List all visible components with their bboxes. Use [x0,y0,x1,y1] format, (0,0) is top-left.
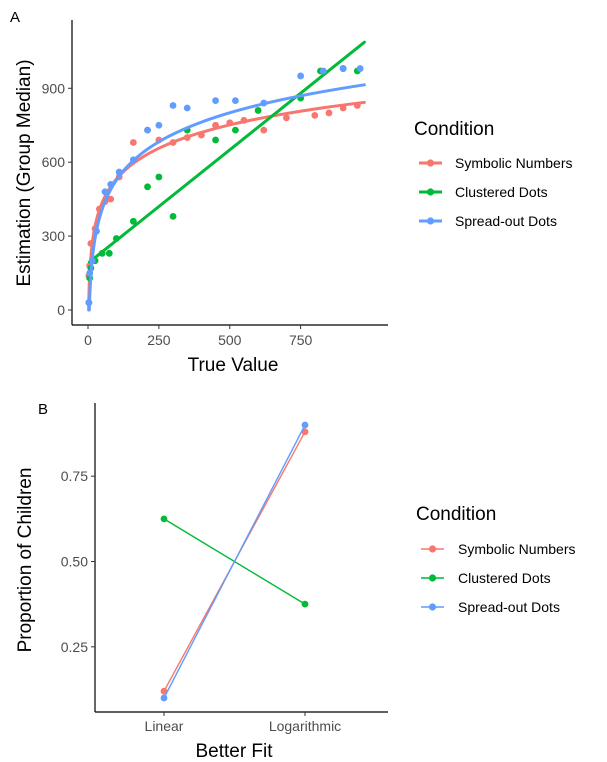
panel-b-y-tick-label: 0.25 [61,639,88,655]
panel-a-y-title: Estimation (Group Median) [14,59,35,286]
panel-b-point-clustered-dots [301,600,309,608]
panel-a-point-spread-out-dots [169,102,177,109]
panel-b-legend-swatch-dot-spread-out-dots [428,603,437,611]
panel-b-letter: B [38,401,48,418]
panel-a-point-clustered-dots [212,136,219,144]
panel-b-point-symbolic-numbers [160,687,168,695]
panel-a-x-tick-label: 250 [147,332,171,348]
panel-b-y-title: Proportion of Children [15,468,36,653]
panel-b-x-title: Better Fit [195,741,273,762]
panel-a-point-spread-out-dots [155,121,163,129]
panel-a-legend: Condition Symbolic Numbers Clustered Dots… [414,119,572,229]
panel-a-legend-label-spread-out-dots: Spread-out Dots [455,213,557,229]
panel-a-point-spread-out-dots [356,65,364,72]
panel-a-letter: A [10,9,20,26]
panel-b-legend-swatch-dot-symbolic-numbers [428,545,437,553]
panel-a-point-symbolic-numbers [260,126,268,134]
panel-b-legend-label-spread-out-dots: Spread-out Dots [458,599,560,615]
panel-a-point-symbolic-numbers [129,139,137,146]
panel-b-point-spread-out-dots [301,421,309,429]
panel-a-fit-line-clustered-dots [87,40,366,264]
panel-a-point-spread-out-dots [232,97,239,104]
panel-b-x-tick-label: Logarithmic [269,718,341,734]
panel-a-marks [85,40,366,312]
panel-b-marks [160,421,309,702]
panel-a-point-clustered-dots [144,183,151,191]
panel-a-point-spread-out-dots [144,126,151,134]
panel-a-y-tick-label: 600 [42,154,66,170]
panel-b-legend-label-clustered-dots: Clustered Dots [458,570,551,586]
panel-a-x-title: True Value [188,355,279,376]
panel-a-ticks: 0 250 500 750 0 300 600 900 [42,80,313,348]
panel-b-legend-title: Condition [416,504,496,525]
panel-b-legend-label-symbolic-numbers: Symbolic Numbers [458,541,575,557]
panel-a-point-spread-out-dots [297,72,305,80]
panel-a-point-symbolic-numbers [325,109,333,117]
panel-b-point-clustered-dots [160,515,168,523]
panel-a-y-tick-label: 0 [57,302,65,318]
panel-a-legend-label-clustered-dots: Clustered Dots [455,184,548,200]
panel-a-point-spread-out-dots [212,97,219,104]
panel-a-point-clustered-dots [155,173,163,181]
panel-b-chart: Linear Logarithmic 0.25 0.50 0.75 Better Fit… [15,403,388,762]
panel-a-point-symbolic-numbers [283,114,290,122]
panel-a-y-tick-label: 900 [42,80,66,96]
panel-b-point-spread-out-dots [160,694,168,702]
panel-b-x-tick-label: Linear [145,718,184,734]
panel-a-point-symbolic-numbers [311,111,319,119]
panel-a-point-clustered-dots [129,217,137,225]
panel-a-x-tick-label: 500 [218,332,242,348]
panel-b-legend: Condition Symbolic Numbers Clustered Dots… [416,504,575,615]
panel-a-point-spread-out-dots [183,104,191,112]
panel-a-legend-swatch-dot-spread-out-dots [426,217,435,225]
panel-a-chart: 0 250 500 750 0 300 600 900 True Value Estimati… [14,20,388,376]
panel-a-point-clustered-dots [254,107,262,114]
panel-a-point-clustered-dots [169,212,177,220]
panel-b-legend-swatch-dot-clustered-dots [428,574,437,582]
panel-b-y-tick-label: 0.50 [61,554,88,570]
panel-a-point-clustered-dots [232,126,239,134]
panel-a-point-symbolic-numbers [107,195,115,203]
panel-a-point-clustered-dots [105,249,113,257]
panel-a-point-spread-out-dots [319,67,327,75]
panel-b-point-symbolic-numbers [301,428,309,436]
panel-a-x-tick-label: 750 [289,332,313,348]
panel-a-legend-swatch-dot-clustered-dots [426,188,435,196]
panel-b-line-spread-out-dots [163,424,306,699]
panel-a-legend-label-symbolic-numbers: Symbolic Numbers [455,155,572,171]
panel-a-legend-title: Condition [414,119,494,140]
panel-a-point-spread-out-dots [101,188,109,196]
panel-a-x-tick-label: 0 [84,332,92,348]
panel-a-fit-line-symbolic-numbers [87,100,366,312]
panel-a-y-tick-label: 300 [42,228,66,244]
panel-b-y-tick-label: 0.75 [61,468,88,484]
panel-a-legend-swatch-dot-symbolic-numbers [426,159,435,167]
panel-b-ticks: Linear Logarithmic 0.25 0.50 0.75 [61,468,341,734]
panel-a-fit-line-spread-out-dots [87,83,366,312]
panel-a-point-spread-out-dots [339,65,347,72]
